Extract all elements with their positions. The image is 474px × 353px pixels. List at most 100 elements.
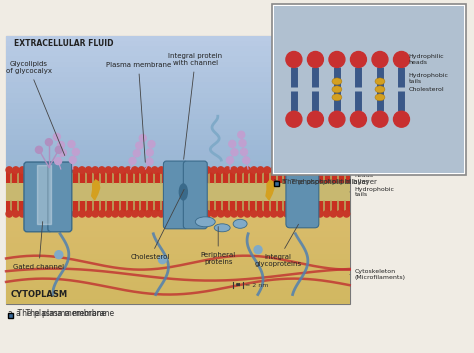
Circle shape [39,211,46,217]
Circle shape [227,157,234,164]
Ellipse shape [332,94,342,101]
FancyBboxPatch shape [6,166,350,171]
Circle shape [6,167,12,173]
Circle shape [79,211,85,217]
FancyBboxPatch shape [24,162,52,232]
FancyBboxPatch shape [6,41,350,46]
Circle shape [132,211,138,217]
Circle shape [297,211,303,217]
Circle shape [318,131,325,138]
Circle shape [191,211,198,217]
Circle shape [138,167,145,173]
Circle shape [284,167,290,173]
Ellipse shape [332,78,342,85]
Circle shape [79,167,85,173]
Text: Hydrophilic
heads: Hydrophilic heads [355,168,390,178]
Circle shape [39,167,46,173]
FancyBboxPatch shape [6,176,350,181]
Circle shape [13,211,19,217]
FancyBboxPatch shape [6,293,350,299]
FancyBboxPatch shape [6,145,350,150]
Circle shape [329,52,345,67]
Circle shape [52,167,59,173]
FancyBboxPatch shape [6,36,350,41]
Circle shape [191,167,198,173]
Circle shape [57,142,64,149]
Text: Cholesterol: Cholesterol [131,190,184,260]
FancyBboxPatch shape [6,77,350,83]
Circle shape [112,211,118,217]
Circle shape [224,211,231,217]
Text: Hydrophobic
tails: Hydrophobic tails [355,186,395,197]
Circle shape [231,167,237,173]
FancyBboxPatch shape [6,181,350,187]
FancyBboxPatch shape [6,130,350,134]
Circle shape [46,139,52,146]
Circle shape [372,111,388,127]
Text: b  The phospholipid bilayer: b The phospholipid bilayer [274,179,369,185]
FancyBboxPatch shape [6,265,350,271]
Text: a  The plasma membrane: a The plasma membrane [8,310,106,318]
FancyBboxPatch shape [6,209,350,215]
Circle shape [313,149,320,156]
Circle shape [165,211,171,217]
Circle shape [218,211,224,217]
Ellipse shape [375,86,385,93]
Circle shape [33,211,39,217]
Circle shape [54,133,60,140]
Circle shape [105,167,111,173]
Circle shape [125,211,131,217]
Circle shape [33,167,39,173]
FancyBboxPatch shape [6,134,350,140]
Circle shape [152,167,158,173]
Circle shape [158,167,164,173]
FancyBboxPatch shape [6,88,350,93]
Circle shape [165,167,171,173]
Circle shape [65,211,72,217]
Text: Cytoskeleton
(Microfilaments): Cytoskeleton (Microfilaments) [355,269,406,280]
FancyBboxPatch shape [6,124,350,130]
Circle shape [231,211,237,217]
Polygon shape [182,180,189,200]
Circle shape [244,167,250,173]
FancyBboxPatch shape [6,187,350,192]
Circle shape [304,167,310,173]
Circle shape [59,149,66,156]
Circle shape [330,167,337,173]
Circle shape [73,148,79,155]
Circle shape [129,157,136,164]
Circle shape [317,167,323,173]
FancyBboxPatch shape [286,158,319,228]
FancyBboxPatch shape [6,150,350,155]
Circle shape [350,111,366,127]
FancyBboxPatch shape [6,140,350,145]
Ellipse shape [195,217,215,227]
Circle shape [99,167,105,173]
Circle shape [68,140,75,148]
Circle shape [92,167,99,173]
FancyBboxPatch shape [6,67,350,72]
Circle shape [19,167,26,173]
Text: Integral protein
with channel: Integral protein with channel [168,53,222,159]
FancyBboxPatch shape [6,254,350,259]
FancyBboxPatch shape [6,237,350,243]
Ellipse shape [214,224,230,232]
Circle shape [65,167,72,173]
Circle shape [136,142,143,149]
Text: Cholesterol: Cholesterol [409,87,444,92]
FancyBboxPatch shape [6,103,350,108]
Circle shape [277,167,283,173]
Circle shape [343,167,350,173]
Text: Hydrophilic
heads: Hydrophilic heads [409,54,444,65]
Circle shape [317,211,323,217]
FancyBboxPatch shape [6,243,350,248]
Circle shape [291,167,297,173]
FancyBboxPatch shape [6,51,350,56]
FancyBboxPatch shape [6,203,350,209]
FancyBboxPatch shape [6,259,350,265]
Circle shape [132,167,138,173]
FancyBboxPatch shape [6,271,350,276]
Circle shape [211,167,218,173]
Circle shape [184,211,191,217]
Circle shape [304,211,310,217]
